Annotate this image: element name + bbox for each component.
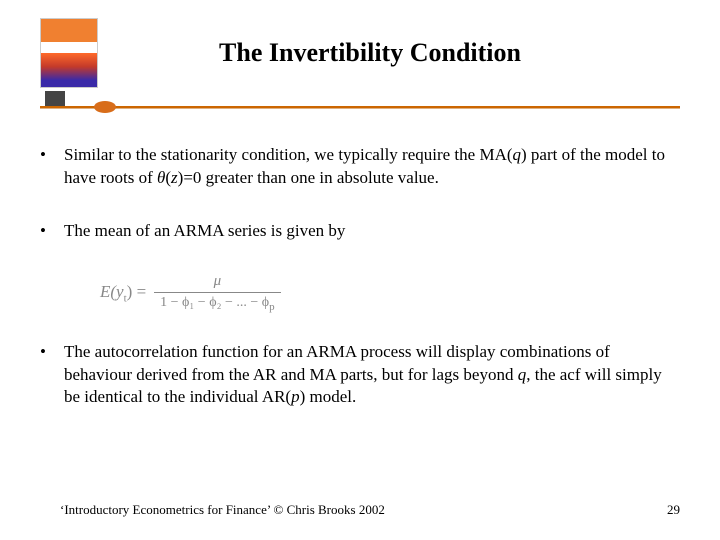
bullet-item: • Similar to the stationarity condition,…	[40, 144, 680, 190]
footer-citation: ‘Introductory Econometrics for Finance’ …	[60, 502, 385, 518]
bullet-dot-icon: •	[40, 220, 64, 243]
bullet-text: The mean of an ARMA series is given by	[64, 220, 680, 243]
content: • Similar to the stationarity condition,…	[40, 144, 680, 409]
formula-numerator: μ	[208, 273, 228, 292]
bullet-item: • The autocorrelation function for an AR…	[40, 341, 680, 410]
formula: E(yt) = μ 1 − ϕ₁ − ϕ₂ − ... − ϕp	[100, 273, 680, 313]
formula-fraction: μ 1 − ϕ₁ − ϕ₂ − ... − ϕp	[154, 273, 280, 313]
book-cover-thumbnail	[40, 18, 98, 88]
bullet-item: • The mean of an ARMA series is given by	[40, 220, 680, 243]
rule-marker-icon	[94, 101, 116, 113]
title-rule	[40, 98, 680, 116]
slide: The Invertibility Condition • Similar to…	[0, 0, 720, 540]
formula-denominator: 1 − ϕ₁ − ϕ₂ − ... − ϕp	[154, 293, 280, 313]
slide-title: The Invertibility Condition	[60, 38, 680, 68]
bullet-dot-icon: •	[40, 341, 64, 410]
formula-lhs: E(yt) =	[100, 282, 146, 304]
bullet-text: Similar to the stationarity condition, w…	[64, 144, 680, 190]
header: The Invertibility Condition	[40, 18, 680, 88]
slide-number: 29	[667, 502, 680, 518]
bullet-dot-icon: •	[40, 144, 64, 190]
bullet-text: The autocorrelation function for an ARMA…	[64, 341, 680, 410]
footer: ‘Introductory Econometrics for Finance’ …	[60, 502, 680, 518]
